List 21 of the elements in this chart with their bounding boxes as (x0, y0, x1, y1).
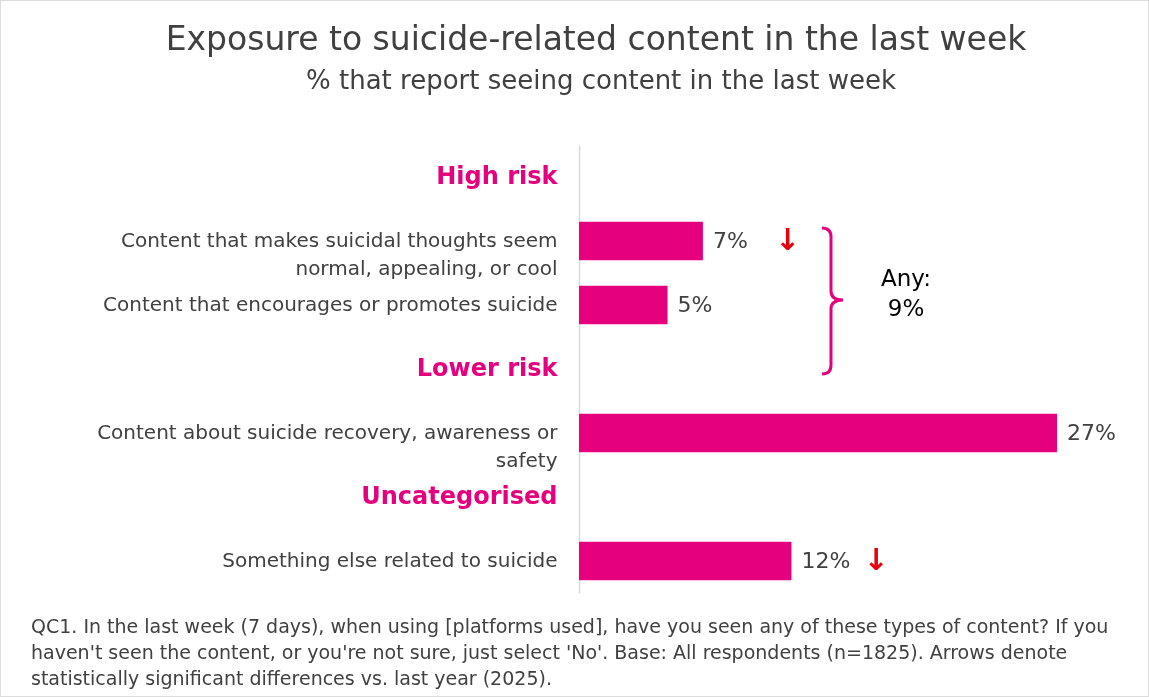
bar (579, 285, 668, 325)
y-tick-label: Content that makes suicidal thoughts seem normal, appealing, or cool (120, 228, 558, 280)
annotation: Any: 9% (880, 264, 932, 323)
annotation: ↓ (863, 542, 889, 577)
data-label: 5% (677, 292, 713, 317)
y-tick-label: Content about suicide recovery, awareness or safety (97, 420, 559, 472)
bar (579, 221, 703, 261)
bar (579, 541, 792, 581)
data-label: 12% (801, 548, 851, 573)
y-tick-label: Something else related to suicide (222, 548, 558, 572)
annotation: ↓ (774, 222, 801, 257)
y-tick-label: High risk (436, 162, 559, 190)
data-label: 27% (1067, 420, 1116, 445)
chart-subtitle: % that report seeing content in the last week (305, 64, 897, 97)
y-tick-label: Uncategorised (361, 482, 558, 510)
bar (579, 413, 1057, 453)
data-label: 7% (712, 228, 748, 253)
chart-title: Exposure to suicide-related content in the last week (164, 19, 1028, 58)
text: QC1. In the last week (7 days), when using [platforms used], have you seen any of these types of content? If you haven't seen the content, or you're not sure, just select 'No'. Base: All respondents (n=1825). Arrows denote statistically significant differences vs. last year (2025). (31, 614, 1110, 691)
y-tick-label: Content that encourages or promotes suicide (103, 292, 558, 316)
y-tick-label: Lower risk (416, 354, 559, 382)
